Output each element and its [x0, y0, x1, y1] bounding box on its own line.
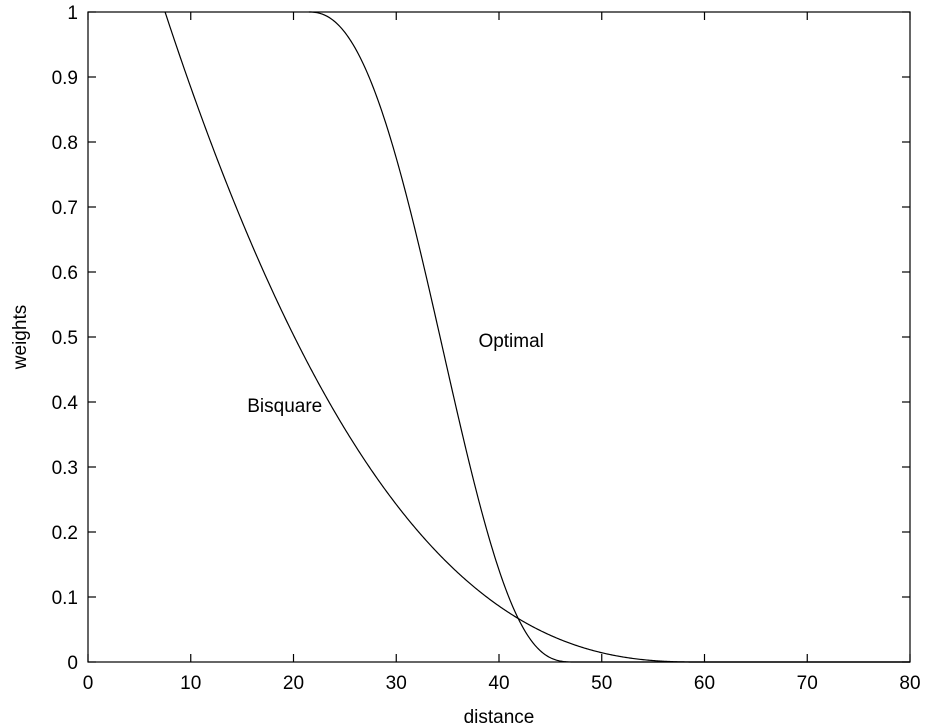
y-tick-label: 0.9 [52, 68, 78, 89]
x-tick-label: 20 [283, 673, 304, 694]
tick-labels: 0 10 20 30 40 50 60 70 80 0 0.1 0.2 0.3 0.4 0.5 0.6 0.7 0… [52, 3, 921, 694]
x-tick-label: 30 [386, 673, 407, 694]
y-tick-label: 0 [67, 653, 78, 674]
annotations: Bisquare Optimal [247, 331, 544, 417]
x-tick-label: 50 [591, 673, 612, 694]
x-tick-label: 70 [797, 673, 818, 694]
y-tick-label: 0.4 [52, 393, 79, 414]
annotation-optimal: Optimal [478, 331, 543, 352]
y-tick-label: 0.1 [52, 588, 78, 609]
y-tick-label: 0.5 [52, 328, 78, 349]
x-tick-label: 60 [694, 673, 715, 694]
y-tick-label: 0.3 [52, 458, 78, 479]
x-axis-label: distance [464, 707, 535, 727]
x-tick-label: 10 [180, 673, 201, 694]
y-tick-label: 0.2 [52, 523, 78, 544]
x-tick-label: 0 [83, 673, 94, 694]
x-tick-label: 80 [899, 673, 920, 694]
y-tick-label: 1 [67, 3, 78, 24]
y-tick-label: 0.6 [52, 263, 78, 284]
y-axis-label: weights [10, 305, 31, 370]
annotation-bisquare: Bisquare [247, 396, 322, 417]
x-tick-label: 40 [488, 673, 509, 694]
axis-ticks [87, 11, 911, 663]
y-tick-label: 0.8 [52, 133, 78, 154]
y-tick-label: 0.7 [52, 198, 78, 219]
